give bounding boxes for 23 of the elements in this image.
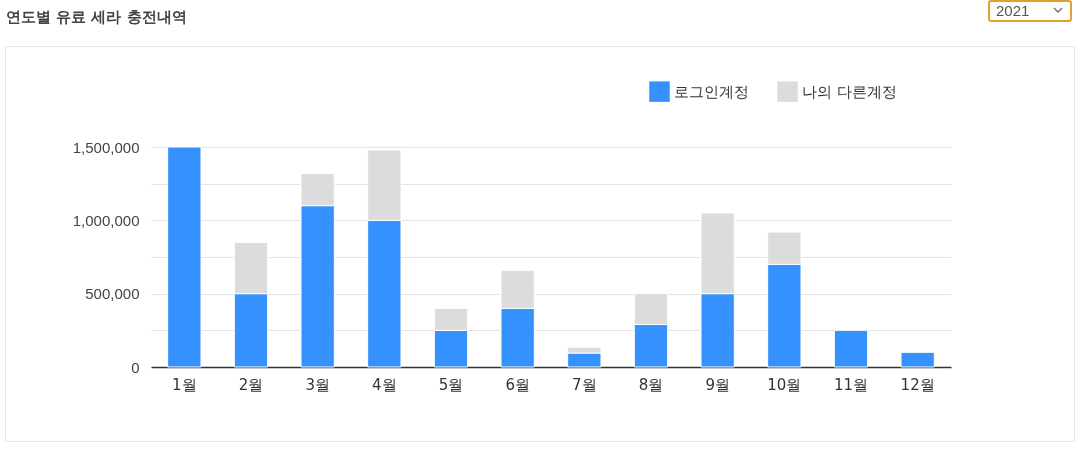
x-tick-label: 5월 <box>438 375 464 394</box>
x-tick-label: 2월 <box>238 375 264 394</box>
x-tick-label: 11월 <box>833 375 869 394</box>
y-tick-label: 500,000 <box>85 285 140 303</box>
chart-title: 연도별 유료 세라 충전내역 <box>6 8 187 27</box>
x-tick-label: 1월 <box>172 375 197 394</box>
x-tick-label: 9월 <box>705 375 730 394</box>
x-tick-label: 4월 <box>372 375 397 394</box>
legend-label: 로그인계정 <box>674 82 749 101</box>
x-tick-label: 3월 <box>305 375 330 394</box>
legend-label: 나의 다른계정 <box>802 82 897 101</box>
bar <box>900 351 935 368</box>
x-tick-label: 12월 <box>900 375 935 394</box>
y-tick-label: 0 <box>131 358 140 376</box>
x-tick-label: 8월 <box>638 375 664 394</box>
x-tick-label: 7월 <box>572 375 597 394</box>
y-tick-label: 1,500,000 <box>72 138 140 156</box>
y-tick-label: 1,000,000 <box>72 211 140 229</box>
bar <box>833 329 869 368</box>
text: 2021 <box>996 2 1030 19</box>
bar <box>167 146 202 368</box>
x-tick-label: 10월 <box>767 375 802 394</box>
x-tick-label: 6월 <box>505 375 530 394</box>
